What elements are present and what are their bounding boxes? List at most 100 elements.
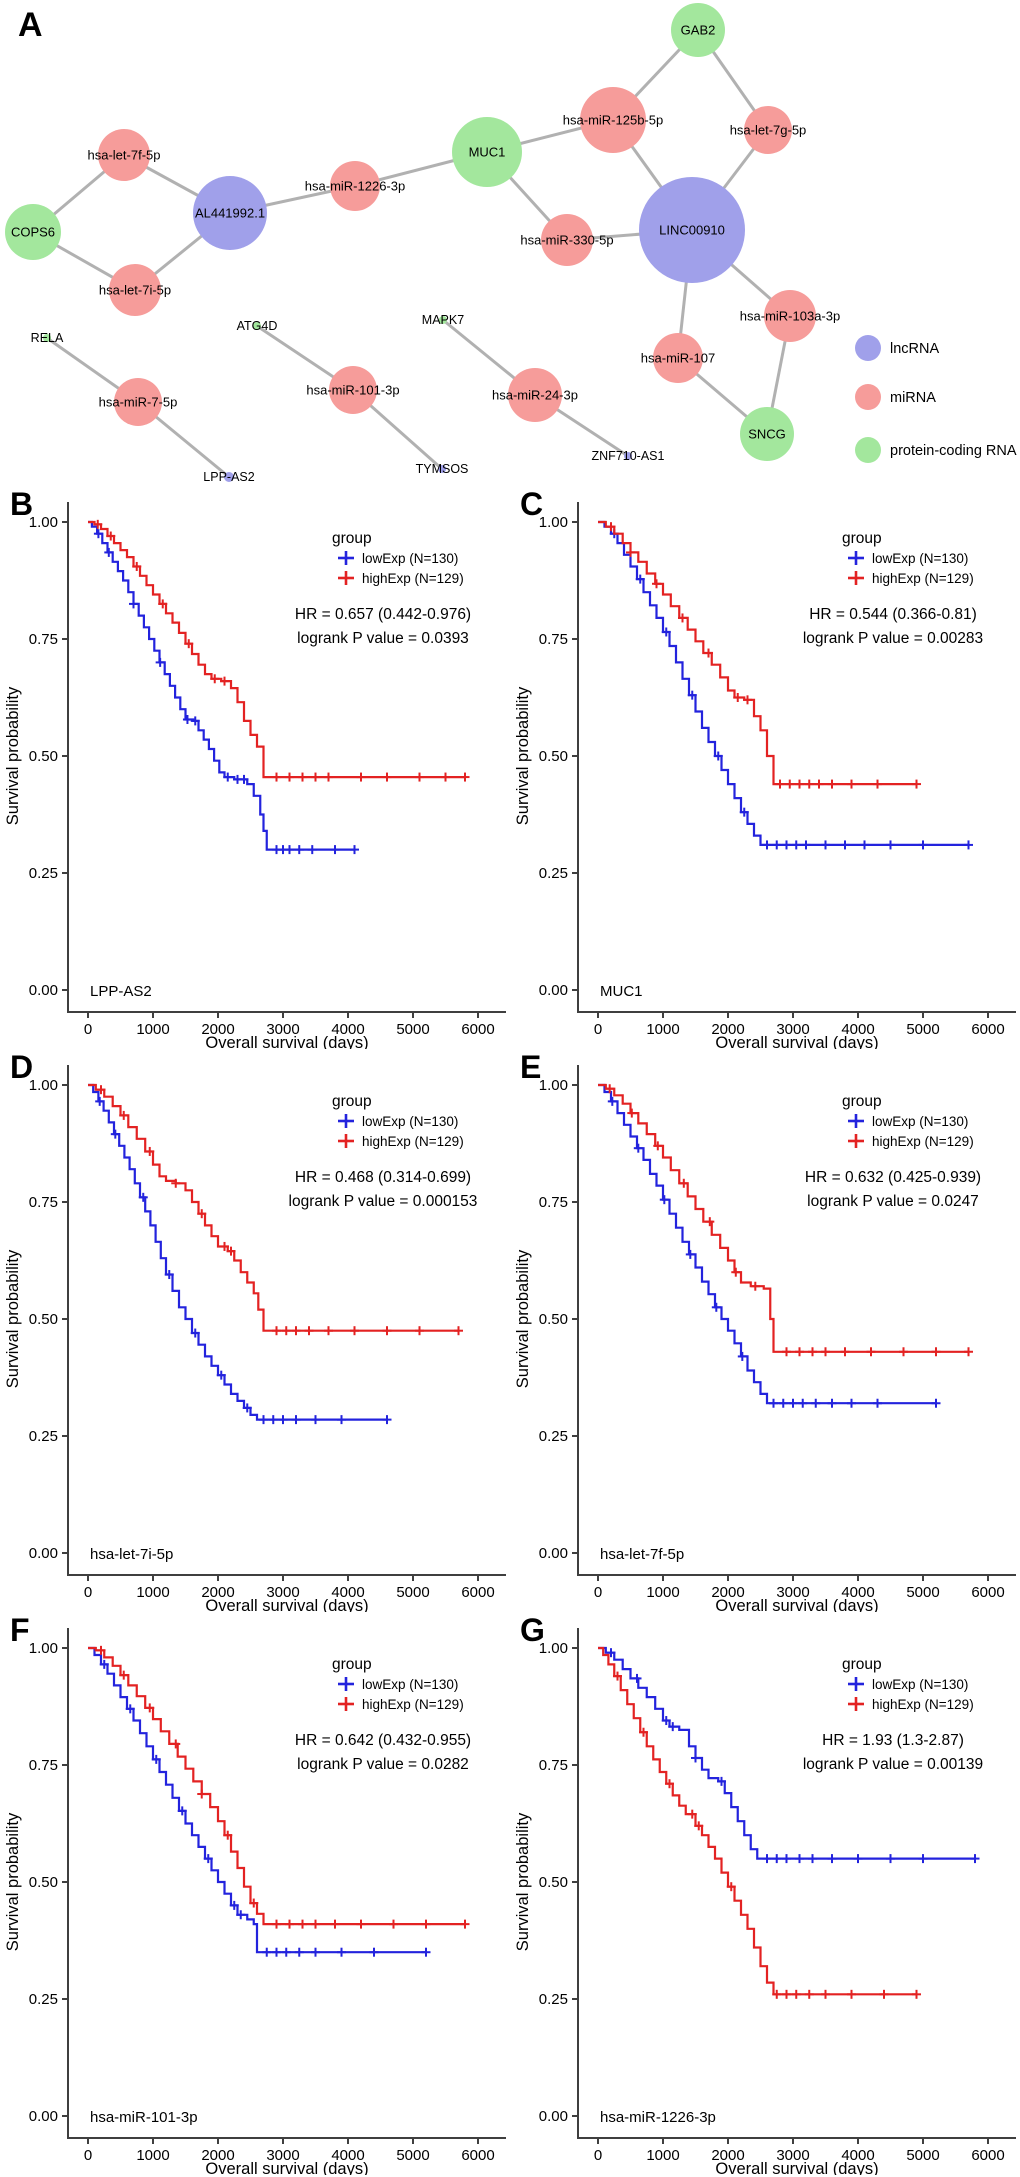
panel-f-km-plot: F 1.00 0.75 0.50 0.25 0.00 0 1000 2000 3000 4000 5… xyxy=(0,1612,510,2175)
km-svg-d: 1.00 0.75 0.50 0.25 0.00 0 1000 2000 3000 4000 500… xyxy=(4,1065,506,1612)
km-svg-e: 1.00 0.75 0.50 0.25 0.00 0 1000 2000 3000 4000 500… xyxy=(514,1065,1016,1612)
x-tick-label: 2000 xyxy=(201,1584,234,1601)
legend-label-low: lowExp (N=130) xyxy=(362,1677,458,1692)
x-tick-label: 3000 xyxy=(776,2147,809,2164)
network-node-label-hsa-let-7f-5p: hsa-let-7f-5p xyxy=(88,148,161,163)
network-node-label-hsa-miR-125b-5p: hsa-miR-125b-5p xyxy=(563,113,663,128)
network-node-MAPK7 xyxy=(439,316,447,324)
network-node-label-hsa-miR-1226-3p: hsa-miR-1226-3p xyxy=(305,179,405,194)
y-tick-label: 0.00 xyxy=(29,982,58,999)
gene-label: hsa-let-7f-5p xyxy=(600,1546,684,1563)
y-tick-label: 0.00 xyxy=(29,1545,58,1562)
network-node-LPP-AS2 xyxy=(224,472,234,482)
network-node-hsa-miR-103a-3p xyxy=(764,290,816,342)
x-tick-label: 1000 xyxy=(136,1584,169,1601)
network-legend-swatch-miRNA xyxy=(855,384,881,410)
legend-title: group xyxy=(842,1093,882,1110)
x-axis-title: Overall survival (days) xyxy=(715,2160,878,2175)
x-tick-label: 6000 xyxy=(971,2147,1004,2164)
x-tick-label: 3000 xyxy=(266,2147,299,2164)
x-tick-label: 3000 xyxy=(266,1021,299,1038)
logrank-annotation: logrank P value = 0.0393 xyxy=(297,630,469,647)
network-legend-label-lncRNA: lncRNA xyxy=(890,341,939,357)
network-node-hsa-miR-1226-3p xyxy=(330,161,380,211)
network-node-TYMSOS xyxy=(438,465,446,473)
network-node-hsa-let-7i-5p xyxy=(109,264,161,316)
y-axis-title: Survival probability xyxy=(4,1249,22,1388)
network-node-label-COPS6: COPS6 xyxy=(11,225,55,240)
hr-annotation: HR = 0.632 (0.425-0.939) xyxy=(805,1169,981,1186)
y-tick-label: 0.50 xyxy=(29,1874,58,1891)
network-node-label-ZNF710-AS1: ZNF710-AS1 xyxy=(592,449,665,463)
y-tick-label: 0.25 xyxy=(29,1428,58,1445)
hr-annotation: HR = 0.544 (0.366-0.81) xyxy=(809,606,977,623)
x-tick-label: 6000 xyxy=(461,1021,494,1038)
km-svg-b: 1.00 0.75 0.50 0.25 0.00 0 1000 2000 3000 4000 500… xyxy=(4,502,506,1049)
network-panel: GAB2 hsa-miR-125b-5p hsa-let-7g-5p MUC1 hsa-… xyxy=(5,3,1017,484)
x-tick-label: 0 xyxy=(84,1021,92,1038)
panel-e-letter: E xyxy=(520,1049,542,1085)
panel-a-letter: A xyxy=(18,6,43,44)
logrank-annotation: logrank P value = 0.0247 xyxy=(807,1193,979,1210)
legend-label-high: highExp (N=129) xyxy=(872,1134,974,1149)
km-curve-high xyxy=(598,1083,969,1353)
km-curve-low xyxy=(598,520,969,846)
y-tick-label: 0.00 xyxy=(539,2108,568,2125)
x-axis-title: Overall survival (days) xyxy=(715,1034,878,1049)
x-tick-label: 6000 xyxy=(971,1021,1004,1038)
x-tick-label: 2000 xyxy=(711,1021,744,1038)
network-node-label-hsa-miR-24-3p: hsa-miR-24-3p xyxy=(492,388,578,403)
x-tick-label: 0 xyxy=(594,1584,602,1601)
km-curve-low xyxy=(598,1083,936,1405)
x-tick-label: 5000 xyxy=(396,1021,429,1038)
panel-d-km-plot: D 1.00 0.75 0.50 0.25 0.00 0 1000 2000 3000 4000 5… xyxy=(0,1049,510,1612)
x-tick-label: 2000 xyxy=(201,2147,234,2164)
network-node-hsa-let-7g-5p xyxy=(744,106,792,154)
x-tick-label: 2000 xyxy=(201,1021,234,1038)
x-tick-label: 0 xyxy=(594,2147,602,2164)
legend-label-high: highExp (N=129) xyxy=(362,571,464,586)
panel-c-km-plot: C 1.00 0.75 0.50 0.25 0.00 0 1000 2000 3000 4000 5… xyxy=(510,486,1020,1049)
x-tick-label: 4000 xyxy=(331,1021,364,1038)
km-curve-high xyxy=(88,520,465,779)
network-node-hsa-miR-107 xyxy=(653,333,703,383)
network-node-label-TYMSOS: TYMSOS xyxy=(416,462,469,476)
x-tick-label: 6000 xyxy=(461,1584,494,1601)
y-tick-label: 0.50 xyxy=(539,1874,568,1891)
x-tick-label: 6000 xyxy=(971,1584,1004,1601)
gene-label: hsa-miR-101-3p xyxy=(90,2109,198,2126)
legend-title: group xyxy=(842,530,882,547)
gene-label: hsa-let-7i-5p xyxy=(90,1546,173,1563)
network-node-label-SNCG: SNCG xyxy=(748,427,786,442)
x-tick-label: 2000 xyxy=(711,1584,744,1601)
network-node-hsa-miR-125b-5p xyxy=(580,87,646,153)
network-node-label-hsa-miR-7-5p: hsa-miR-7-5p xyxy=(99,395,178,410)
network-node-AL441992.1 xyxy=(193,176,267,250)
y-tick-label: 0.25 xyxy=(29,1991,58,2008)
km-svg-f: 1.00 0.75 0.50 0.25 0.00 0 1000 2000 3000 4000 500… xyxy=(4,1628,506,2175)
y-tick-label: 0.75 xyxy=(539,631,568,648)
gene-label: hsa-miR-1226-3p xyxy=(600,2109,716,2126)
gene-label: MUC1 xyxy=(600,983,643,1000)
x-axis-title: Overall survival (days) xyxy=(205,1597,368,1612)
y-tick-label: 0.75 xyxy=(29,1757,58,1774)
logrank-annotation: logrank P value = 0.0282 xyxy=(297,1756,469,1773)
legend-label-low: lowExp (N=130) xyxy=(872,1114,968,1129)
network-node-label-hsa-miR-107: hsa-miR-107 xyxy=(641,351,715,366)
km-curve-high xyxy=(598,1646,917,1996)
x-tick-label: 4000 xyxy=(331,1584,364,1601)
legend-label-low: lowExp (N=130) xyxy=(872,551,968,566)
logrank-annotation: logrank P value = 0.00283 xyxy=(803,630,983,647)
y-tick-label: 0.00 xyxy=(29,2108,58,2125)
km-curve-high xyxy=(88,1646,465,1926)
y-tick-label: 0.25 xyxy=(539,865,568,882)
x-axis-title: Overall survival (days) xyxy=(205,2160,368,2175)
legend-label-low: lowExp (N=130) xyxy=(872,1677,968,1692)
network-legend-swatch-lncRNA xyxy=(855,335,881,361)
network-node-label-hsa-miR-103a-3p: hsa-miR-103a-3p xyxy=(740,309,840,324)
network-node-COPS6 xyxy=(5,204,61,260)
network-node-ZNF710-AS1 xyxy=(624,452,632,460)
km-curve-low xyxy=(88,520,355,851)
network-legend-label-protein: protein-coding RNA xyxy=(890,443,1017,459)
network-node-label-hsa-miR-101-3p: hsa-miR-101-3p xyxy=(306,383,399,398)
